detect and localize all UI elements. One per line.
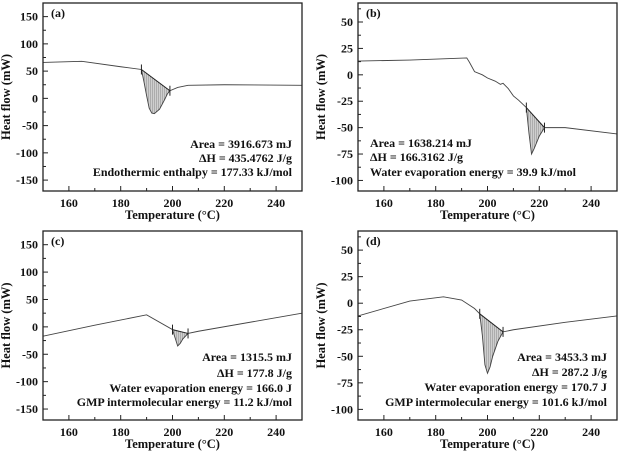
heat-flow-curve <box>43 312 302 347</box>
y-tick-label: -50 <box>337 121 353 135</box>
x-tick-label: 160 <box>375 425 393 439</box>
x-tick-label: 200 <box>164 196 182 210</box>
y-tick-label: -100 <box>16 375 38 389</box>
x-tick-label: 200 <box>164 425 182 439</box>
annotation-text: Water evaporation energy = 166.0 J <box>109 381 292 395</box>
y-tick-label: -25 <box>337 94 353 108</box>
y-tick-label: -75 <box>337 147 353 161</box>
heat-flow-curve <box>358 296 617 375</box>
y-axis-label: Heat flow (mW) <box>314 54 328 140</box>
y-tick-label: 150 <box>20 10 38 24</box>
x-axis-label: Temperature (°C) <box>440 437 535 451</box>
annotation-text: Water evaporation energy = 170.7 J <box>424 380 607 394</box>
peak-baseline <box>172 329 189 334</box>
annotation-text: ΔH = 177.8 J/g <box>217 366 292 380</box>
peak-baseline <box>479 313 504 333</box>
y-tick-label: 50 <box>26 64 38 78</box>
x-tick-label: 220 <box>530 425 548 439</box>
x-tick-label: 180 <box>112 196 130 210</box>
annotation-text: GMP intermolecular energy = 101.6 kJ/mol <box>385 395 608 409</box>
panel-a: 160 180 200 220 240 150 100 50 0 -50 -100 -150 Tempe… <box>0 2 303 222</box>
y-tick-label: -25 <box>337 323 353 337</box>
x-tick-label: 160 <box>60 196 78 210</box>
peak-baseline <box>525 107 545 128</box>
x-axis-label: Temperature (°C) <box>125 437 220 451</box>
y-tick-label: 25 <box>341 270 353 284</box>
annotation-text: ΔH = 435.4762 J/g <box>199 151 292 165</box>
x-tick-label: 160 <box>375 196 393 210</box>
peak-area <box>479 313 504 374</box>
y-tick-label: -50 <box>22 347 38 361</box>
y-tick-label: 50 <box>26 292 38 306</box>
x-tick-label: 220 <box>215 425 233 439</box>
y-tick-label: 0 <box>32 320 38 334</box>
annotation-text: ΔH = 166.3162 J/g <box>370 150 463 164</box>
y-tick-label: 50 <box>341 243 353 257</box>
x-axis-label: Temperature (°C) <box>440 208 535 222</box>
panel-b: 160 180 200 220 240 50 25 0 -25 -50 -75 -100 Tempera… <box>314 2 618 222</box>
y-tick-label: -100 <box>331 402 353 416</box>
panel-label: (b) <box>366 6 381 20</box>
panel-label: (c) <box>51 234 64 248</box>
y-tick-label: -50 <box>337 349 353 363</box>
annotation-text: Area = 1638.214 mJ <box>370 136 472 150</box>
y-axis-label: Heat flow (mW) <box>0 282 13 368</box>
x-tick-label: 180 <box>427 425 445 439</box>
y-tick-label: 0 <box>347 296 353 310</box>
annotation-text: Area = 3453.3 mJ <box>517 350 607 364</box>
y-tick-label: -100 <box>331 173 353 187</box>
peak-area <box>526 107 545 155</box>
annotation-text: GMP intermolecular energy = 11.2 kJ/mol <box>77 395 293 409</box>
panel-label: (d) <box>366 234 381 248</box>
x-tick-label: 240 <box>267 196 285 210</box>
annotation-text: Area = 3916.673 mJ <box>190 137 292 151</box>
heat-flow-curve <box>358 57 617 156</box>
heat-flow-curve <box>43 60 302 115</box>
x-tick-label: 180 <box>112 425 130 439</box>
panel-label: (a) <box>51 6 65 20</box>
y-tick-label: 25 <box>341 41 353 55</box>
y-tick-label: 100 <box>20 265 38 279</box>
y-tick-label: -75 <box>337 376 353 390</box>
x-tick-label: 200 <box>479 425 497 439</box>
y-tick-label: -50 <box>22 119 38 133</box>
x-axis-label: Temperature (°C) <box>125 208 220 222</box>
annotation-text: Area = 1315.5 mJ <box>202 350 292 364</box>
x-tick-label: 220 <box>530 196 548 210</box>
y-tick-label: 50 <box>341 15 353 29</box>
x-tick-label: 240 <box>582 196 600 210</box>
panel-c: 160 180 200 220 240 150 100 50 0 -50 -100 -150 Tempe… <box>0 230 303 451</box>
x-tick-label: 240 <box>582 425 600 439</box>
x-tick-label: 200 <box>479 196 497 210</box>
x-tick-label: 180 <box>427 196 445 210</box>
y-tick-label: 150 <box>20 238 38 252</box>
y-tick-label: 100 <box>20 37 38 51</box>
y-tick-label: 0 <box>347 68 353 82</box>
y-tick-label: -150 <box>16 402 38 416</box>
x-tick-label: 160 <box>60 425 78 439</box>
y-tick-label: -150 <box>16 173 38 187</box>
annotation-text: Water evaporation energy = 39.9 kJ/mol <box>370 165 577 179</box>
x-tick-label: 220 <box>215 196 233 210</box>
annotation-text: Endothermic enthalpy = 177.33 kJ/mol <box>93 165 293 179</box>
annotation-text: ΔH = 287.2 J/g <box>532 365 607 379</box>
y-axis-label: Heat flow (mW) <box>314 282 328 368</box>
panel-d: 160 180 200 220 240 50 25 0 -25 -50 -75 -100 Tempera… <box>314 230 618 451</box>
peak-baseline <box>141 69 171 92</box>
y-tick-label: -100 <box>16 146 38 160</box>
x-tick-label: 240 <box>267 425 285 439</box>
y-tick-label: 0 <box>32 91 38 105</box>
y-axis-label: Heat flow (mW) <box>0 54 13 140</box>
